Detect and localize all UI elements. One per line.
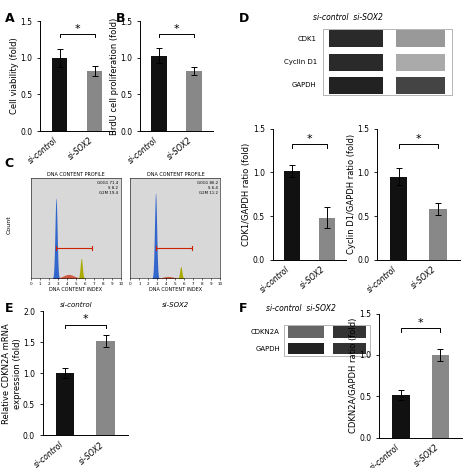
Text: Cyclin D1: Cyclin D1 [283,59,317,65]
Bar [392,395,410,438]
Bar [396,53,445,71]
Text: *: * [74,24,80,34]
Text: *: * [82,314,88,324]
Text: si-control  si-SOX2: si-control si-SOX2 [266,304,336,313]
Y-axis label: Relative CDKN2A mRNA
expression (fold): Relative CDKN2A mRNA expression (fold) [2,323,21,424]
Bar [390,177,408,260]
X-axis label: DNA CONTENT INDEX: DNA CONTENT INDEX [149,287,202,292]
Bar [323,29,452,95]
Bar [333,343,365,354]
Title: DNA CONTENT PROFILE: DNA CONTENT PROFILE [146,172,204,177]
Text: F: F [239,302,248,315]
Text: A: A [5,12,14,25]
Y-axis label: Cell viability (fold): Cell viability (fold) [10,38,19,114]
Text: CDKN2A: CDKN2A [251,329,280,336]
Bar [186,71,202,131]
Text: GAPDH: GAPDH [292,82,317,88]
Bar [429,209,447,260]
Bar [431,355,449,438]
Bar [284,325,370,356]
Text: GAPDH: GAPDH [255,345,280,351]
Bar [396,77,445,94]
Text: G0G1 71.4
S 8.2
G2M 19.4: G0G1 71.4 S 8.2 G2M 19.4 [97,181,118,195]
Bar [151,56,167,131]
Bar [87,71,102,131]
Text: *: * [174,24,179,34]
Y-axis label: Cyclin D1/GAPDH ratio (fold): Cyclin D1/GAPDH ratio (fold) [346,134,356,254]
Text: D: D [239,12,250,25]
Text: C: C [5,157,14,170]
Text: E: E [5,302,13,315]
Y-axis label: CDK1/GAPDH ratio (fold): CDK1/GAPDH ratio (fold) [242,143,251,246]
Bar [319,218,335,260]
Text: si-control: si-control [60,302,92,307]
Bar [284,171,300,260]
Text: si-SOX2: si-SOX2 [162,302,189,307]
Bar [97,341,115,435]
Bar [329,77,383,94]
Y-axis label: BrdU cell proliferation (fold): BrdU cell proliferation (fold) [109,17,118,135]
Y-axis label: CDKN2A/GAPDH ratio (fold): CDKN2A/GAPDH ratio (fold) [349,318,358,433]
Bar [329,30,383,47]
Text: *: * [418,318,423,328]
Text: Count: Count [7,215,12,234]
Bar [288,343,324,354]
Text: *: * [307,134,312,144]
Title: DNA CONTENT PROFILE: DNA CONTENT PROFILE [47,172,105,177]
Bar [56,373,74,435]
Bar [288,327,324,338]
Text: B: B [116,12,126,25]
Bar [329,53,383,71]
Bar [333,327,365,338]
X-axis label: DNA CONTENT INDEX: DNA CONTENT INDEX [49,287,102,292]
Text: *: * [416,134,421,144]
Bar [396,30,445,47]
Text: G0G1 86.2
S 6.4
G2M 11.2: G0G1 86.2 S 6.4 G2M 11.2 [197,181,218,195]
Text: si-control  si-SOX2: si-control si-SOX2 [313,13,383,22]
Text: CDK1: CDK1 [298,36,317,42]
Bar [52,58,67,131]
